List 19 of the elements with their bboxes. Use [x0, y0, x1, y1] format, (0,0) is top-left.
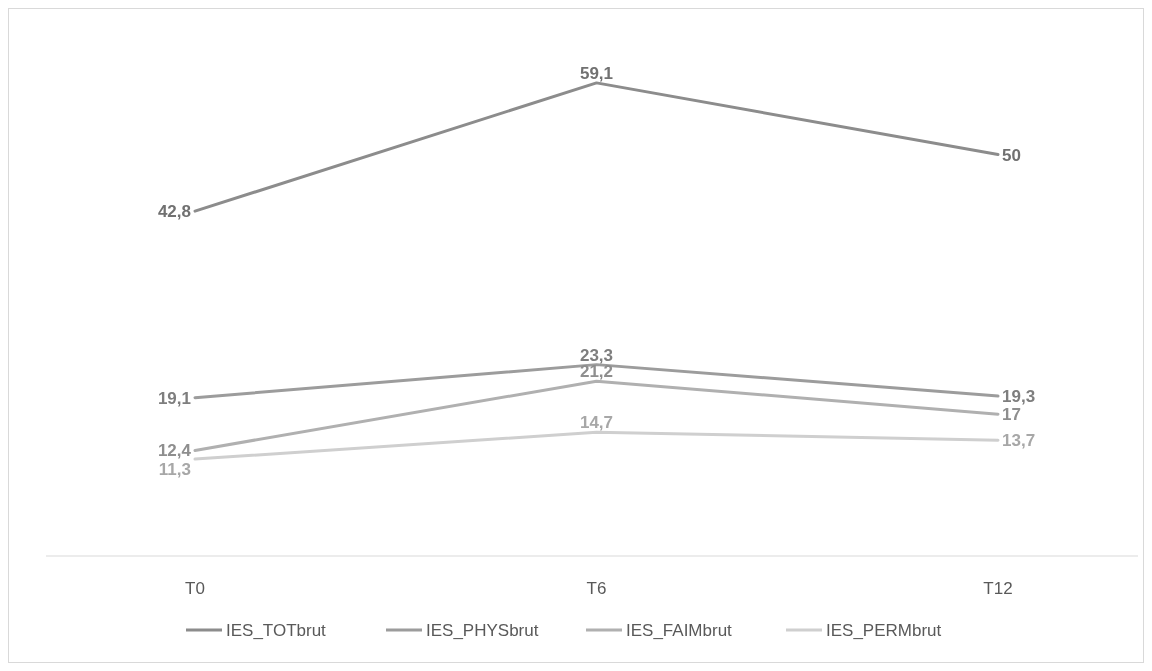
x-tick-label: T6	[586, 579, 607, 598]
data-label: 11,3	[158, 460, 191, 480]
data-label: 19,3	[1002, 387, 1036, 407]
data-label: 23,3	[579, 345, 614, 365]
data-label: 13,7	[1002, 431, 1036, 451]
data-label: 19,1	[157, 388, 191, 408]
legend-label: IES_FAIMbrut	[626, 621, 733, 640]
data-label: 50	[1002, 145, 1021, 165]
data-label: 59,1	[579, 63, 614, 83]
data-label: 21,2	[579, 362, 614, 382]
legend-label: IES_PERMbrut	[826, 621, 942, 640]
data-label: 17	[1002, 405, 1021, 425]
data-label: 14,7	[579, 413, 614, 433]
data-label: 42,8	[157, 202, 191, 222]
x-tick-label: T0	[185, 579, 205, 598]
data-label: 12,4	[157, 441, 192, 461]
legend-label: IES_PHYSbrut	[426, 621, 539, 640]
legend-label: IES_TOTbrut	[226, 621, 327, 640]
x-tick-label: T12	[983, 579, 1013, 598]
